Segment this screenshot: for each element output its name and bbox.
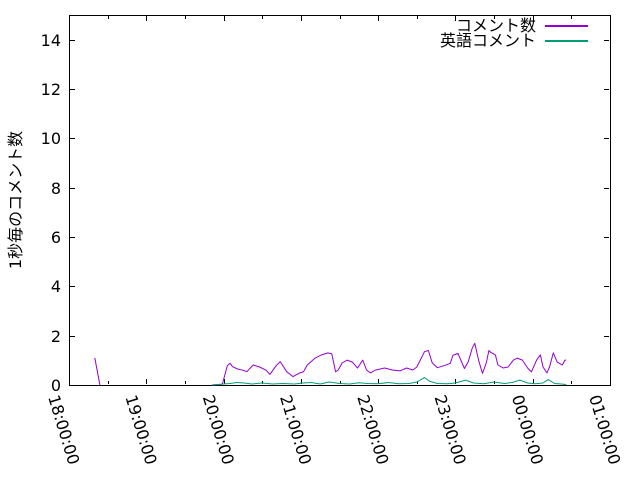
legend: コメント数 英語コメント	[439, 16, 588, 50]
legend-label-english-comments: 英語コメント	[439, 31, 536, 50]
y-tick-label: 8	[51, 179, 61, 198]
legend-line-sample-english-comments	[545, 39, 588, 42]
x-tick-label: 22:00:00	[353, 393, 392, 467]
x-tick-label: 18:00:00	[44, 393, 83, 467]
series-line-0	[94, 357, 101, 386]
series-line-1	[211, 377, 567, 386]
y-tick-label: 14	[41, 31, 61, 50]
y-tick-label: 10	[41, 129, 61, 148]
legend-item-english-comments: 英語コメント	[439, 31, 588, 50]
legend-label-comments: コメント数	[455, 16, 536, 35]
y-tick-label: 12	[41, 80, 61, 99]
legend-line-sample-comments	[545, 24, 588, 27]
x-tick-label: 21:00:00	[276, 393, 315, 467]
x-tick-label: 01:00:00	[585, 393, 624, 467]
series-line-0	[211, 342, 567, 386]
legend-item-comments: コメント数	[440, 16, 588, 35]
y-tick-label: 6	[51, 228, 61, 247]
y-axis-title: 1秒毎のコメント数	[6, 130, 25, 270]
y-tick-label: 0	[51, 376, 61, 395]
x-tick-label: 19:00:00	[121, 393, 160, 467]
y-tick-label: 4	[51, 277, 61, 296]
x-tick-label: 23:00:00	[431, 393, 470, 467]
y-tick-label: 2	[51, 327, 61, 346]
plot-border	[69, 15, 611, 386]
x-tick-label: 00:00:00	[508, 393, 547, 467]
x-tick-label: 20:00:00	[199, 393, 238, 467]
